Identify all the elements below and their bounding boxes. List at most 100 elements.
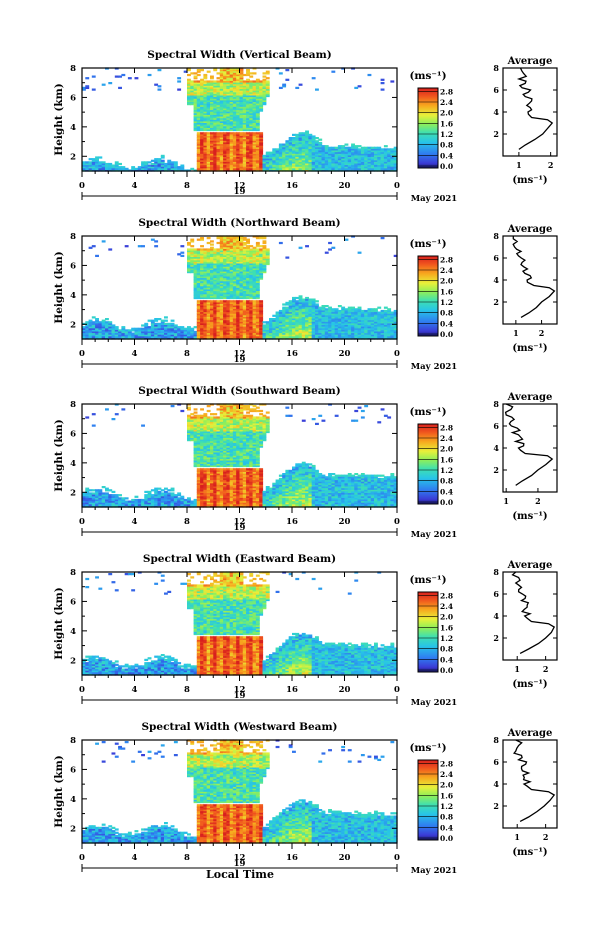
heatmap-cell: [157, 167, 162, 171]
heatmap-cell: [127, 335, 132, 339]
heatmap-cell: [246, 322, 250, 326]
heatmap-cell: [210, 90, 214, 93]
heatmap-cell: [200, 161, 204, 164]
heatmap-cell: [278, 318, 283, 321]
heatmap-cell: [210, 288, 214, 292]
heatmap-cell: [213, 258, 218, 261]
heatmap-cell: [200, 156, 204, 159]
heatmap-cell: [236, 258, 241, 261]
heatmap-cell: [213, 141, 218, 145]
heatmap-cell: [328, 330, 332, 334]
heatmap-cell: [249, 292, 254, 295]
heatmap-cell: [219, 150, 224, 153]
heatmap-cell: [108, 330, 113, 334]
heatmap-cell: [203, 109, 208, 112]
heatmap-cell: [308, 306, 313, 309]
heatmap-cell: [344, 166, 349, 169]
heatmap-cell: [193, 258, 198, 261]
heatmap-cell: [239, 318, 244, 321]
heatmap-cell: [282, 316, 287, 319]
heatmap-cell: [216, 303, 221, 306]
heatmap-cell: [210, 319, 214, 322]
heatmap-cell: [374, 154, 378, 158]
heatmap-cell: [337, 326, 342, 329]
heatmap-cell: [236, 112, 241, 115]
heatmap-cell: [357, 332, 362, 335]
heatmap-cell: [334, 318, 339, 321]
heatmap-cell: [288, 308, 293, 311]
heatmap-cell: [232, 156, 237, 159]
heatmap-cell: [229, 243, 234, 246]
heatmap-cell: [292, 321, 296, 324]
heatmap-cell: [292, 145, 296, 148]
heatmap-cell: [229, 303, 234, 306]
heatmap-cell: [324, 324, 329, 327]
heatmap-cell: [105, 167, 109, 171]
heatmap-cell: [95, 254, 99, 258]
heatmap-cell: [259, 154, 264, 158]
heatmap-cell: [131, 327, 136, 330]
heatmap-cell: [213, 104, 218, 107]
heatmap-cell: [318, 167, 323, 171]
heatmap-cell: [354, 151, 359, 154]
heatmap-cell: [213, 69, 218, 72]
heatmap-cell: [206, 293, 211, 296]
date-label: May 2021: [411, 362, 458, 372]
heatmap-cell: [298, 334, 303, 337]
heatmap-cell: [328, 318, 332, 321]
heatmap-cell: [157, 334, 162, 337]
heatmap-cell: [255, 99, 260, 103]
heatmap-cell: [265, 250, 270, 253]
heatmap-cell: [187, 267, 191, 271]
heatmap-cell: [85, 329, 90, 332]
heatmap-cell: [367, 327, 372, 330]
heatmap-cell: [249, 93, 254, 96]
heatmap-cell: [315, 313, 319, 316]
heatmap-cell: [193, 284, 198, 287]
heatmap-cell: [351, 324, 355, 327]
heatmap-cell: [370, 334, 375, 337]
heatmap-cell: [265, 167, 270, 171]
heatmap-cell: [164, 164, 168, 167]
heatmap-cell: [242, 106, 247, 109]
heatmap-cell: [252, 122, 257, 125]
heatmap-cell: [380, 164, 385, 167]
heatmap-cell: [196, 261, 201, 264]
heatmap-cell: [272, 154, 277, 158]
heatmap-cell: [242, 124, 247, 127]
heatmap-cell: [278, 150, 283, 153]
heatmap-cell: [190, 94, 195, 98]
heatmap-cell: [137, 330, 142, 334]
heatmap-cell: [344, 159, 349, 162]
heatmap-cell: [210, 256, 214, 259]
heatmap-cell: [321, 156, 326, 159]
heatmap-cell: [259, 334, 264, 337]
heatmap-cell: [108, 324, 113, 327]
heatmap-cell: [242, 73, 247, 77]
heatmap-cell: [239, 308, 244, 311]
heatmap-cell: [111, 164, 116, 167]
x-tick-label: 0: [394, 349, 400, 359]
heatmap-cell: [246, 308, 250, 311]
heatmap-cell: [298, 318, 303, 321]
heatmap-cell: [278, 156, 283, 159]
heatmap-cell: [236, 318, 241, 321]
heatmap-cell: [259, 269, 264, 272]
heatmap-cell: [252, 277, 257, 280]
heatmap-cell: [292, 303, 296, 306]
heatmap-cell: [154, 83, 159, 86]
heatmap-cell: [242, 303, 247, 306]
heatmap-cell: [239, 75, 244, 78]
heatmap-cell: [232, 72, 237, 75]
heatmap-cell: [98, 332, 103, 335]
heatmap-cell: [229, 250, 234, 253]
heatmap-cell: [232, 327, 237, 330]
heatmap-cell: [374, 308, 378, 311]
heatmap-cell: [190, 167, 195, 171]
heatmap-cell: [282, 145, 287, 148]
heatmap-cell: [354, 86, 359, 90]
heatmap-cell: [226, 301, 231, 305]
heatmap-cell: [249, 112, 254, 115]
heatmap-cell: [219, 303, 224, 306]
heatmap-cell: [367, 148, 372, 151]
